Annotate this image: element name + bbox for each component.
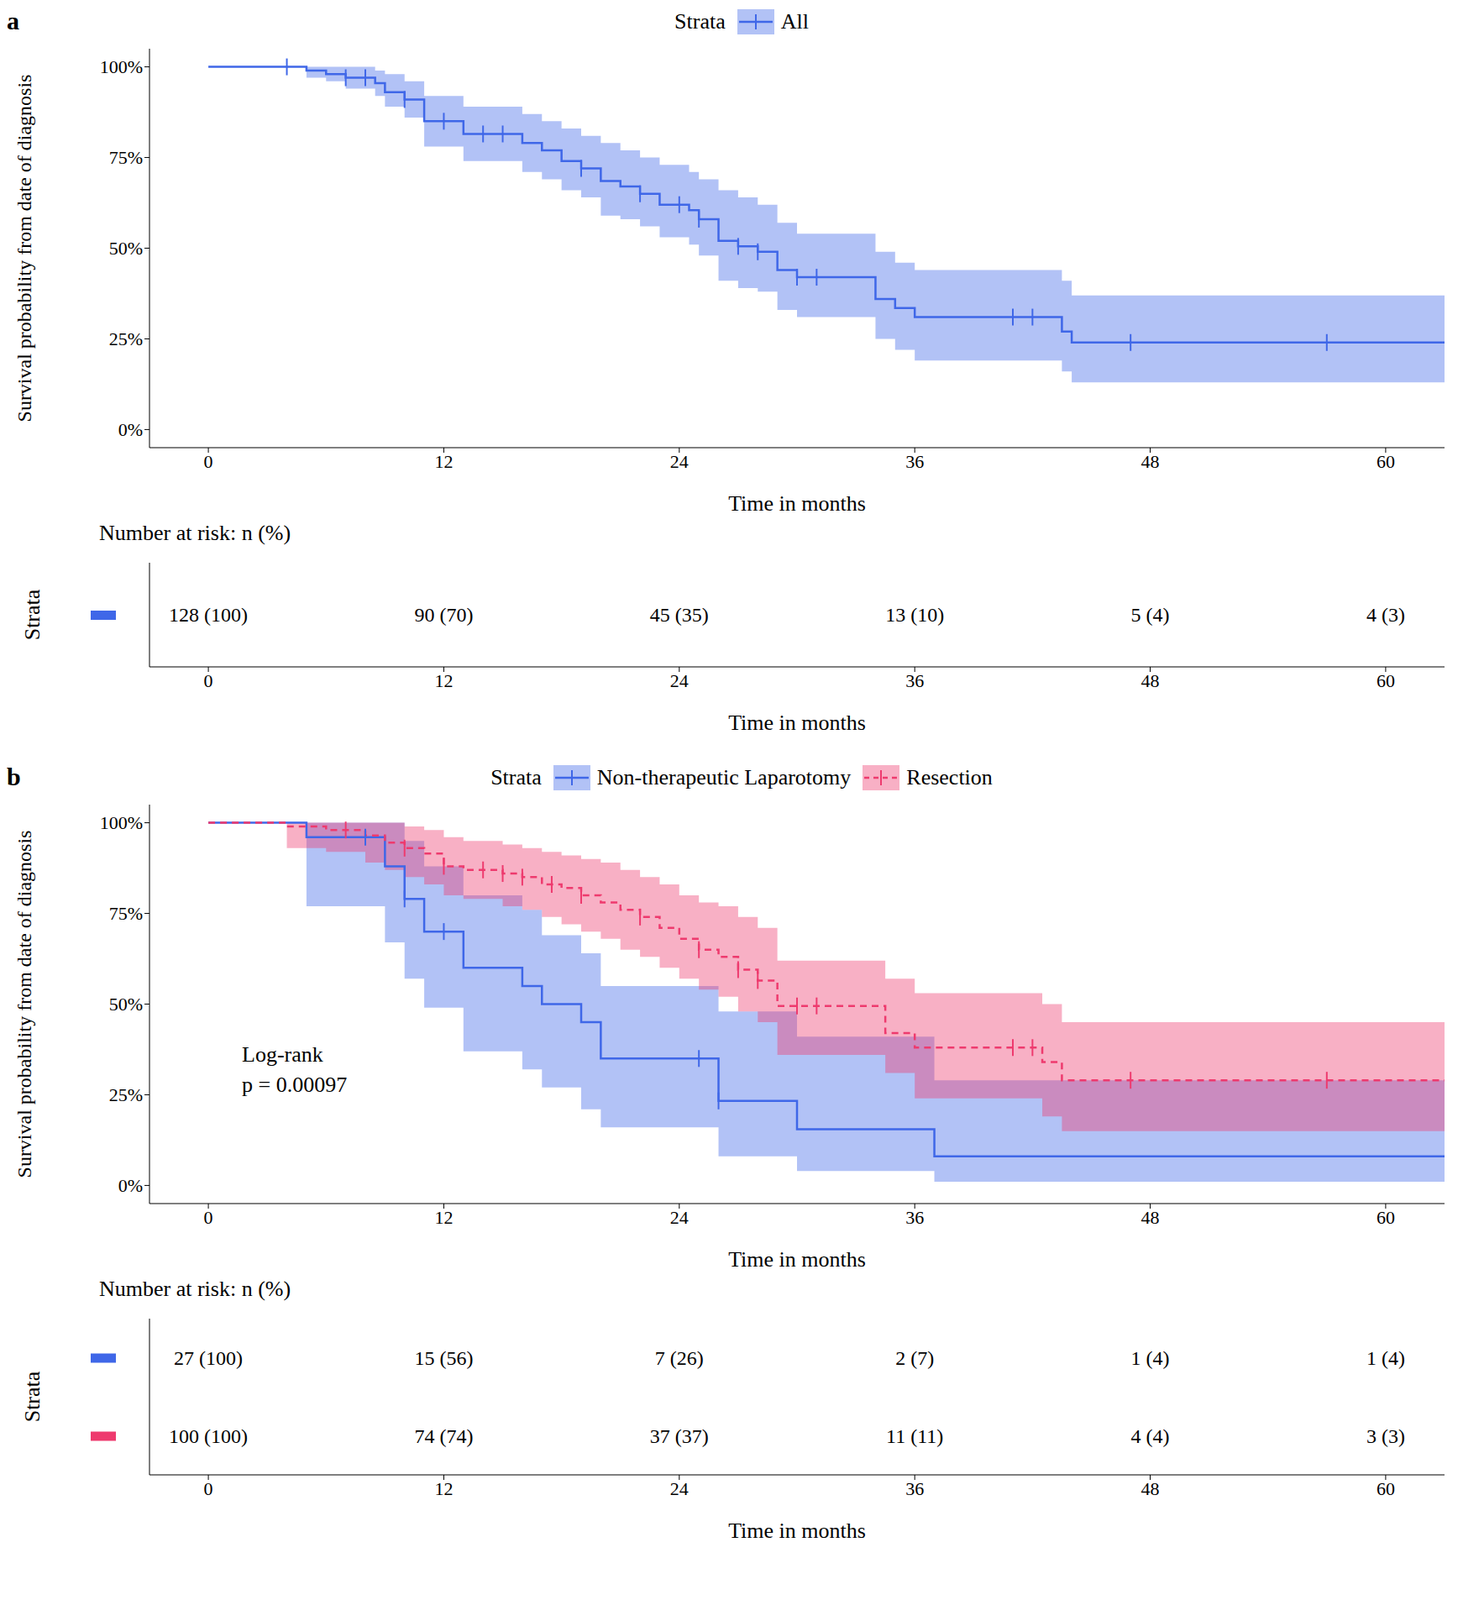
svg-text:5 (4): 5 (4) — [1131, 603, 1170, 626]
svg-text:15 (56): 15 (56) — [414, 1347, 473, 1369]
svg-text:0: 0 — [204, 1478, 214, 1500]
svg-text:24: 24 — [670, 1478, 689, 1500]
svg-text:1 (4): 1 (4) — [1366, 1347, 1406, 1369]
svg-text:12: 12 — [434, 450, 453, 472]
svg-text:Strata: Strata — [20, 1370, 45, 1422]
svg-text:0%: 0% — [118, 1174, 143, 1196]
svg-text:2 (7): 2 (7) — [895, 1347, 934, 1369]
svg-text:3 (3): 3 (3) — [1366, 1425, 1406, 1448]
html-text:a: a — [6, 6, 20, 35]
svg-text:48: 48 — [1141, 1478, 1160, 1500]
svg-text:1 (4): 1 (4) — [1131, 1347, 1170, 1369]
svg-text:Survival probability from date: Survival probability from date of diagno… — [13, 830, 36, 1179]
svg-text:74 (74): 74 (74) — [414, 1425, 473, 1448]
svg-text:0: 0 — [204, 1206, 214, 1228]
svg-text:45 (35): 45 (35) — [650, 603, 709, 626]
html-text:Strata: Strata — [490, 765, 542, 790]
svg-text:12: 12 — [434, 1206, 453, 1228]
svg-text:7 (26): 7 (26) — [655, 1347, 704, 1369]
html-text:All: All — [780, 9, 809, 34]
svg-text:25%: 25% — [109, 328, 143, 350]
svg-text:48: 48 — [1141, 450, 1160, 472]
svg-text:Time in months: Time in months — [728, 491, 866, 511]
html-text:Number at risk: n (%): Number at risk: n (%) — [99, 520, 291, 546]
svg-text:4 (4): 4 (4) — [1131, 1425, 1170, 1448]
svg-text:60: 60 — [1376, 450, 1395, 472]
svg-text:60: 60 — [1376, 670, 1395, 692]
svg-text:Time in months: Time in months — [728, 1518, 866, 1538]
svg-text:36: 36 — [905, 670, 924, 692]
svg-text:75%: 75% — [109, 146, 143, 168]
svg-text:25%: 25% — [109, 1084, 143, 1106]
svg-text:48: 48 — [1141, 1206, 1160, 1228]
html-text:Non-therapeutic Laparotomy: Non-therapeutic Laparotomy — [596, 765, 852, 790]
svg-text:90 (70): 90 (70) — [414, 603, 473, 626]
svg-text:Time in months: Time in months — [728, 1247, 866, 1267]
svg-text:36: 36 — [905, 450, 924, 472]
svg-text:24: 24 — [670, 450, 689, 472]
svg-text:27 (100): 27 (100) — [173, 1347, 243, 1369]
html-text:Strata: Strata — [674, 9, 726, 34]
svg-text:48: 48 — [1141, 670, 1160, 692]
svg-text:12: 12 — [434, 670, 453, 692]
svg-text:75%: 75% — [109, 902, 143, 924]
svg-text:50%: 50% — [109, 237, 143, 259]
svg-text:100%: 100% — [99, 56, 143, 78]
html-text:Log-rank: Log-rank — [241, 1042, 324, 1067]
svg-text:13 (10): 13 (10) — [885, 603, 944, 626]
svg-text:Survival probability from date: Survival probability from date of diagno… — [13, 74, 36, 423]
svg-text:100 (100): 100 (100) — [168, 1425, 248, 1448]
svg-text:4 (3): 4 (3) — [1366, 603, 1406, 626]
svg-text:12: 12 — [434, 1478, 453, 1500]
svg-text:0%: 0% — [118, 419, 143, 441]
html-text:b: b — [6, 762, 21, 791]
svg-text:36: 36 — [905, 1206, 924, 1228]
svg-text:37 (37): 37 (37) — [650, 1425, 709, 1448]
svg-text:Time in months: Time in months — [728, 710, 866, 730]
svg-text:0: 0 — [204, 450, 214, 472]
svg-text:50%: 50% — [109, 993, 143, 1015]
html-text:Number at risk: n (%): Number at risk: n (%) — [99, 1276, 291, 1301]
svg-text:128 (100): 128 (100) — [168, 603, 248, 626]
svg-text:60: 60 — [1376, 1206, 1395, 1228]
svg-text:24: 24 — [670, 670, 689, 692]
svg-text:60: 60 — [1376, 1478, 1395, 1500]
svg-text:0: 0 — [204, 670, 214, 692]
svg-text:36: 36 — [905, 1478, 924, 1500]
svg-text:24: 24 — [670, 1206, 689, 1228]
html-text:p = 0.00097: p = 0.00097 — [241, 1072, 348, 1097]
svg-text:Strata: Strata — [20, 588, 45, 640]
svg-text:100%: 100% — [99, 812, 143, 834]
svg-text:11 (11): 11 (11) — [886, 1425, 944, 1448]
html-text:Resection: Resection — [906, 765, 993, 790]
